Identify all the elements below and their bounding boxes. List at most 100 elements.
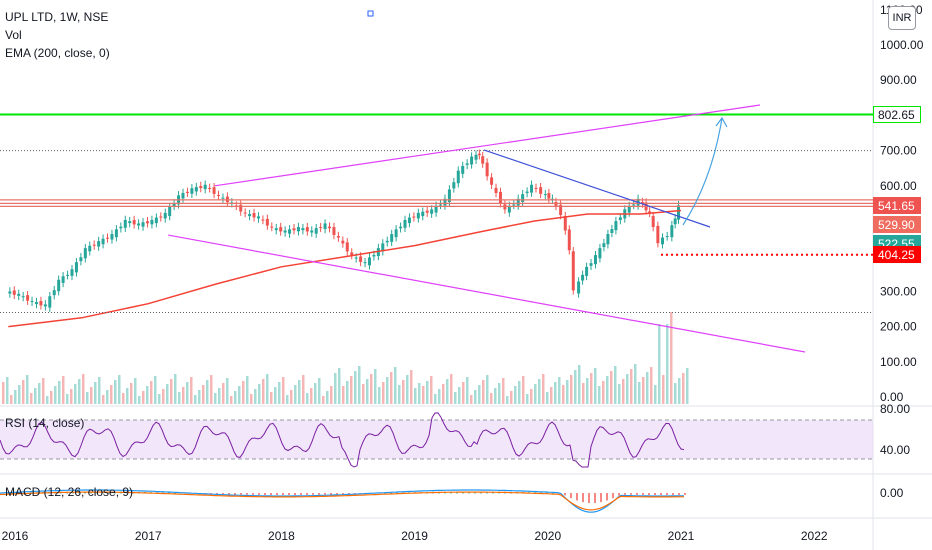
candle-body <box>190 188 194 194</box>
volume-bar <box>186 382 189 404</box>
macd-histogram-bar <box>288 493 290 495</box>
candle-body <box>677 205 681 220</box>
candle-body <box>194 187 198 192</box>
candle-body <box>470 156 474 165</box>
candle-body <box>106 237 110 239</box>
volume-bar <box>154 376 157 404</box>
macd-histogram-bar <box>576 493 578 501</box>
price-axis-label: 900.00 <box>880 73 917 87</box>
candle-body <box>79 257 83 262</box>
volume-bar <box>146 386 149 404</box>
volume-bar <box>254 389 257 404</box>
candle-body <box>425 210 429 213</box>
volume-bar <box>434 394 437 404</box>
volume-bar <box>70 389 73 404</box>
currency-button[interactable]: INR <box>888 6 916 30</box>
symbol-title[interactable]: UPL LTD, 1W, NSE <box>5 10 109 24</box>
macd-histogram-bar <box>294 493 296 495</box>
ema-line <box>8 209 682 328</box>
volume-bar <box>242 381 245 404</box>
volume-bar <box>102 395 105 404</box>
candle-body <box>181 192 185 199</box>
candle-body <box>292 228 296 231</box>
price-axis-label: 1000.00 <box>880 38 924 52</box>
volume-bar <box>62 376 65 404</box>
volume-bar <box>386 377 389 404</box>
volume-bar <box>546 392 549 404</box>
macd-histogram-bar <box>216 493 218 495</box>
volume-legend[interactable]: Vol <box>5 28 22 42</box>
volume-bar <box>682 373 685 404</box>
candle-body <box>359 256 363 262</box>
volume-bar <box>570 375 573 404</box>
price-axis-label: 0.00 <box>880 390 904 404</box>
volume-bar <box>50 391 53 404</box>
volume-bar <box>326 391 329 404</box>
macd-histogram-bar <box>12 492 14 494</box>
candle-body <box>265 218 269 226</box>
macd-histogram-bar <box>234 493 236 495</box>
volume-bar <box>482 380 485 404</box>
volume-bar <box>194 395 197 404</box>
volume-bar <box>182 387 185 404</box>
candle-body <box>581 274 585 281</box>
candle-body <box>221 197 225 199</box>
macd-histogram-bar <box>264 493 266 495</box>
candle-body <box>310 230 314 233</box>
volume-bar <box>566 380 569 404</box>
volume-bar <box>406 375 409 404</box>
volume-bar <box>602 381 605 404</box>
ema-legend[interactable]: EMA (200, close, 0) <box>5 46 110 60</box>
macd-histogram-bar <box>318 493 320 495</box>
candle-body <box>341 240 345 244</box>
rsi-legend[interactable]: RSI (14, close) <box>5 416 85 430</box>
volume-bar <box>250 394 253 404</box>
volume-bar <box>510 391 513 404</box>
volume-bar <box>10 395 13 404</box>
time-axis: 2016 2017 2018 2019 2020 2021 2022 <box>2 529 828 543</box>
volume-bar <box>538 379 541 404</box>
candle-body <box>585 266 589 276</box>
volume-bar <box>662 375 665 404</box>
candle-body <box>589 263 593 266</box>
macd-legend[interactable]: MACD (12, 26, close, 9) <box>5 485 134 499</box>
candle-body <box>656 225 660 244</box>
volume-bar <box>502 378 505 404</box>
volume-bar <box>330 386 333 404</box>
macd-histogram-bar <box>390 492 392 494</box>
candle-body <box>443 198 447 206</box>
volume-bar <box>646 372 649 404</box>
volume-bar <box>622 379 625 404</box>
volume-bar <box>638 382 641 404</box>
macd-histogram-bar <box>636 493 638 495</box>
candle-body <box>21 296 25 298</box>
volume-bar <box>174 374 177 404</box>
volume-bar <box>598 386 601 404</box>
candle-body <box>345 242 349 252</box>
volume-bar <box>618 384 621 404</box>
volume-bar <box>414 388 417 404</box>
volume-bar <box>94 382 97 404</box>
candle-body <box>416 212 420 219</box>
candle-body <box>323 223 327 229</box>
volume-bar <box>370 374 373 404</box>
candle-body <box>512 204 516 206</box>
candle-body <box>407 217 411 224</box>
volume-bar <box>142 391 145 404</box>
candle-body <box>137 223 141 226</box>
candle-body <box>632 204 636 206</box>
candle-body <box>447 189 451 202</box>
volume-bar <box>410 370 413 404</box>
volume-bar <box>402 380 405 404</box>
time-axis-label: 2017 <box>135 529 162 543</box>
volume-bar <box>262 379 265 404</box>
volume-bar <box>666 324 669 404</box>
candle-body <box>648 211 652 213</box>
candle-body <box>74 262 78 273</box>
candle-body <box>354 257 358 259</box>
candle-body <box>430 209 434 214</box>
candle-body <box>452 182 456 189</box>
candle-body <box>606 234 610 245</box>
macd-histogram-bar <box>342 493 344 495</box>
